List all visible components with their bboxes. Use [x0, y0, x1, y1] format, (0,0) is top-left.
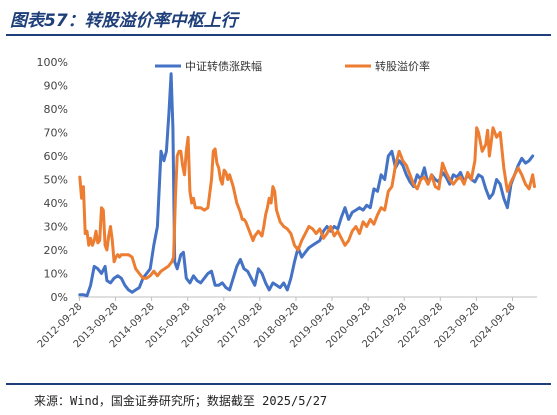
y-tick-label: 10%	[44, 268, 68, 281]
footer-divider	[6, 383, 551, 385]
y-tick-label: 40%	[44, 197, 68, 210]
y-tick-label: 30%	[44, 221, 68, 234]
figure-title: 图表57：转股溢价率中枢上行	[10, 11, 238, 31]
series-line-conversion-premium	[78, 126, 536, 280]
legend-label: 中证转债涨跌幅	[185, 59, 262, 73]
series-line-convertible-index	[78, 72, 535, 298]
x-axis: 2012-09-282013-09-282014-09-282015-09-28…	[36, 296, 537, 350]
y-tick-label: 90%	[44, 80, 68, 93]
y-tick-label: 60%	[44, 150, 68, 163]
plot-area	[78, 72, 536, 298]
y-tick-label: 100%	[37, 56, 68, 69]
y-tick-label: 70%	[44, 127, 68, 140]
y-tick-label: 20%	[44, 244, 68, 257]
source-note: 来源：Wind，国金证券研究所；数据截至 2025/5/27	[34, 394, 328, 408]
legend: 中证转债涨跌幅 转股溢价率	[155, 59, 430, 73]
y-tick-label: 0%	[51, 291, 68, 304]
y-tick-label: 80%	[44, 103, 68, 116]
legend-label: 转股溢价率	[375, 59, 430, 73]
line-chart: 0% 10% 20% 30% 40% 50% 60% 70% 80% 90% 100% 2012-0…	[36, 56, 537, 350]
y-tick-label: 50%	[44, 174, 68, 187]
title-divider	[6, 34, 551, 36]
y-axis: 0% 10% 20% 30% 40% 50% 60% 70% 80% 90% 100%	[37, 56, 68, 304]
